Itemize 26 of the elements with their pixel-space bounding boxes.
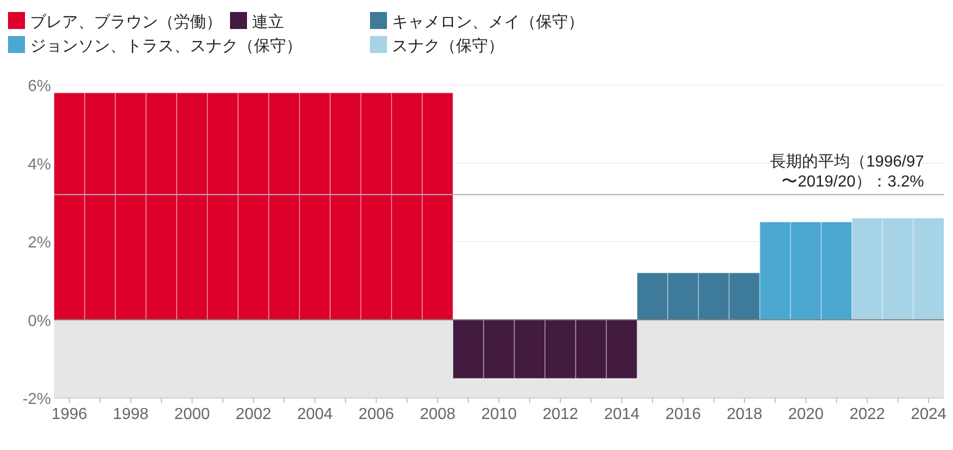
x-tick-label: 2024 <box>910 406 947 423</box>
x-tick-label: 2016 <box>665 406 702 423</box>
x-tick-label: 2020 <box>788 406 824 423</box>
legend-label: スナク（保守） <box>392 37 504 55</box>
legend-label: ブレア、ブラウン（労働） <box>30 13 222 31</box>
y-tick-label: 4% <box>28 156 51 174</box>
x-tick-label: 2008 <box>420 406 456 423</box>
y-tick-label: 2% <box>28 234 51 252</box>
x-tick-label: 2012 <box>542 406 578 423</box>
y-tick-label: 6% <box>28 78 51 95</box>
x-tick-label: 2014 <box>604 406 640 423</box>
x-tick-label: 2018 <box>726 406 762 423</box>
y-tick-label: -2% <box>22 391 51 408</box>
x-tick-label: 2002 <box>236 406 272 423</box>
x-tick-label: 2010 <box>481 406 517 423</box>
x-tick-label: 2006 <box>358 406 394 423</box>
x-tick-label: 2000 <box>174 406 210 423</box>
x-tick-label: 1998 <box>112 406 149 423</box>
x-tick-label: 1996 <box>52 406 88 423</box>
legend-label: 連立 <box>252 13 284 31</box>
legend-label: キャメロン、メイ（保守） <box>392 13 584 31</box>
x-tick-label: 2004 <box>297 406 333 423</box>
ref-line-label: 長期的平均（1996/97 〜2019/20）：3.2% <box>770 152 924 191</box>
legend-label: ジョンソン、トラス、スナク（保守） <box>30 37 302 55</box>
y-tick-label: 0% <box>28 312 51 330</box>
x-tick-label: 2022 <box>849 406 886 423</box>
